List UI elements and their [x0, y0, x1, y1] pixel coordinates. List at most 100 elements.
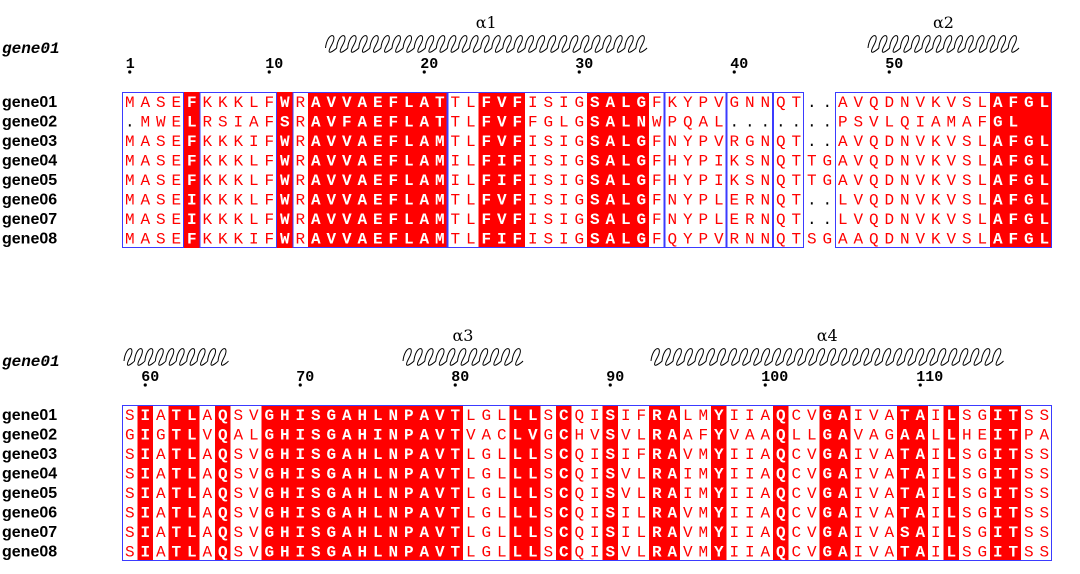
- residue: A: [667, 446, 677, 464]
- residue: W: [280, 153, 290, 171]
- residue: S: [125, 407, 135, 425]
- residue: L: [621, 231, 631, 249]
- residue: F: [388, 211, 398, 229]
- residue: N: [745, 94, 755, 112]
- residue: A: [915, 485, 925, 503]
- residue: M: [698, 524, 708, 542]
- residue: K: [233, 94, 243, 112]
- residue: V: [326, 192, 336, 210]
- helix-label: α3: [453, 326, 474, 345]
- residue: S: [962, 485, 972, 503]
- residue: K: [218, 133, 228, 151]
- residue: Q: [776, 231, 786, 249]
- residue: F: [264, 153, 274, 171]
- residue: V: [807, 407, 817, 425]
- residue: G: [481, 446, 491, 464]
- residue: A: [605, 192, 615, 210]
- residue: R: [652, 505, 662, 523]
- residue: A: [342, 505, 352, 523]
- residue: I: [745, 407, 755, 425]
- residue: A: [667, 427, 677, 445]
- residue: S: [962, 524, 972, 542]
- residue: A: [311, 114, 321, 132]
- sequence-name: gene06: [2, 192, 57, 209]
- position-marker: [577, 70, 581, 74]
- residue: V: [946, 231, 956, 249]
- residue: A: [419, 133, 429, 151]
- residue: F: [481, 211, 491, 229]
- residue: V: [249, 524, 259, 542]
- residue: E: [373, 94, 383, 112]
- residue: L: [497, 524, 507, 542]
- residue: L: [404, 231, 414, 249]
- residue: A: [605, 133, 615, 151]
- residue: Q: [776, 524, 786, 542]
- residue: H: [574, 427, 584, 445]
- residue: M: [125, 231, 135, 249]
- residue: K: [931, 192, 941, 210]
- residue: L: [497, 485, 507, 503]
- residue: S: [605, 427, 615, 445]
- residue: G: [822, 544, 832, 562]
- residue: A: [884, 544, 894, 562]
- residue: L: [528, 485, 538, 503]
- residue: F: [187, 153, 197, 171]
- residue: G: [574, 114, 584, 132]
- residue: V: [326, 231, 336, 249]
- residue: V: [946, 192, 956, 210]
- residue: F: [388, 94, 398, 112]
- residue: F: [264, 114, 274, 132]
- residue: M: [125, 153, 135, 171]
- residue: W: [280, 172, 290, 190]
- residue: F: [388, 172, 398, 190]
- residue: V: [915, 231, 925, 249]
- residue: S: [605, 505, 615, 523]
- residue: F: [481, 94, 491, 112]
- residue: S: [543, 446, 553, 464]
- residue: V: [869, 114, 879, 132]
- residue: V: [853, 133, 863, 151]
- residue: F: [512, 211, 522, 229]
- residue: I: [295, 446, 305, 464]
- helix-coil: [123, 348, 229, 366]
- residue: M: [125, 94, 135, 112]
- residue: A: [667, 485, 677, 503]
- residue: F: [652, 172, 662, 190]
- residue: A: [838, 427, 848, 445]
- residue: L: [249, 211, 259, 229]
- residue: A: [838, 485, 848, 503]
- residue: A: [605, 231, 615, 249]
- residue: Q: [869, 133, 879, 151]
- residue: A: [993, 172, 1003, 190]
- residue: V: [915, 192, 925, 210]
- residue: R: [295, 133, 305, 151]
- residue: A: [419, 153, 429, 171]
- residue: G: [993, 114, 1003, 132]
- residue: S: [156, 231, 166, 249]
- residue: A: [884, 407, 894, 425]
- residue: G: [543, 427, 553, 445]
- residue: A: [993, 231, 1003, 249]
- residue: N: [388, 407, 398, 425]
- residue: I: [590, 524, 600, 542]
- residue: S: [156, 211, 166, 229]
- residue: I: [931, 524, 941, 542]
- residue: L: [1039, 94, 1049, 112]
- residue: Q: [776, 94, 786, 112]
- residue: R: [729, 133, 739, 151]
- residue: K: [218, 211, 228, 229]
- residue: A: [357, 114, 367, 132]
- residue: L: [1008, 114, 1018, 132]
- residue: Q: [218, 505, 228, 523]
- residue: F: [388, 114, 398, 132]
- residue: S: [311, 407, 321, 425]
- residue: I: [590, 485, 600, 503]
- residue: L: [512, 524, 522, 542]
- residue: A: [419, 544, 429, 562]
- residue: L: [838, 211, 848, 229]
- residue: T: [900, 407, 910, 425]
- residue: G: [636, 211, 646, 229]
- residue: L: [373, 485, 383, 503]
- residue: A: [419, 114, 429, 132]
- residue: A: [419, 466, 429, 484]
